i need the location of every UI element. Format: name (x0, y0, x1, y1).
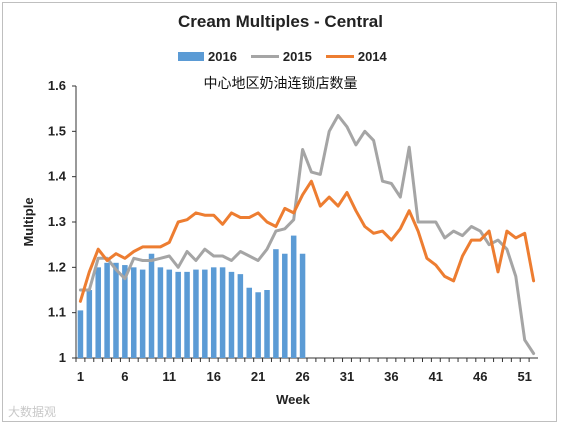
legend-label-2014: 2014 (357, 48, 387, 64)
y-tick-label: 1.3 (48, 214, 66, 229)
legend-swatch-2014 (325, 54, 354, 58)
line-2015 (78, 114, 536, 355)
y-tick-label: 1 (59, 350, 66, 365)
bar-2016-week-14 (193, 269, 199, 358)
bar-2016-week-23 (273, 249, 279, 358)
bar-2016-week-5 (113, 262, 119, 358)
bar-2016-week-1 (77, 310, 84, 358)
x-tick-label: 41 (429, 369, 443, 384)
chart-legend: 2016 2015 2014 (178, 46, 401, 66)
bar-2016-week-25 (290, 235, 297, 358)
bar-2016-week-6 (122, 265, 128, 358)
bar-2016-week-26 (299, 253, 306, 358)
bar-2016-week-17 (219, 267, 226, 358)
bar-2016-week-8 (139, 269, 146, 358)
x-tick-label: 11 (162, 369, 176, 384)
x-tick-label: 36 (384, 369, 398, 384)
legend-item-2014: 2014 (325, 48, 387, 64)
bar-2016-week-13 (184, 271, 190, 358)
bar-2016-week-2 (86, 290, 93, 358)
y-tick-label: 1.4 (48, 169, 67, 184)
x-tick-label: 21 (251, 369, 265, 384)
bar-2016-week-9 (148, 253, 155, 358)
x-tick-label: 46 (473, 369, 487, 384)
bar-2016-week-21 (255, 292, 261, 358)
chart-subtitle: 中心地区奶油连锁店数量 (203, 76, 358, 92)
x-tick-label: 1 (77, 369, 84, 384)
bar-2016-week-24 (282, 253, 288, 358)
x-axis-title: Week (276, 392, 310, 407)
x-tick-label: 31 (340, 369, 354, 384)
legend-swatch-2015 (250, 54, 279, 58)
legend-label-2015: 2015 (282, 48, 312, 64)
chart-frame (2, 2, 557, 422)
y-axis-title: Multiple (21, 197, 36, 246)
y-tick-label: 1.5 (48, 123, 66, 138)
legend-item-2015: 2015 (250, 48, 312, 64)
bar-2016-week-3 (95, 267, 101, 358)
bar-2016-week-11 (166, 269, 173, 358)
bar-2016-week-16 (210, 267, 217, 358)
x-tick-label: 6 (121, 369, 128, 384)
x-tick-label: 26 (295, 369, 309, 384)
y-tick-label: 1.6 (48, 78, 66, 93)
watermark-text: 大数据观 (8, 405, 57, 419)
bar-2016-week-10 (157, 267, 164, 358)
legend-item-2016: 2016 (178, 49, 237, 64)
bar-2016-week-15 (202, 269, 208, 358)
y-tick-label: 1.2 (48, 259, 66, 274)
bar-2016-week-12 (175, 271, 181, 358)
legend-label-2016: 2016 (208, 48, 237, 64)
bar-2016-week-22 (264, 290, 270, 358)
legend-swatch-2016 (178, 51, 204, 61)
x-tick-label: 16 (206, 369, 220, 384)
bar-2016-week-20 (246, 287, 253, 358)
x-tick-label: 51 (517, 369, 531, 384)
y-tick-label: 1.1 (48, 305, 66, 320)
bar-2016-week-19 (237, 274, 244, 358)
bar-2016-week-18 (228, 271, 235, 358)
line-2014 (78, 179, 536, 303)
bar-2016-week-4 (104, 262, 110, 358)
bar-2016-week-7 (130, 267, 137, 358)
chart-title: Cream Multiples - Central (178, 12, 383, 31)
